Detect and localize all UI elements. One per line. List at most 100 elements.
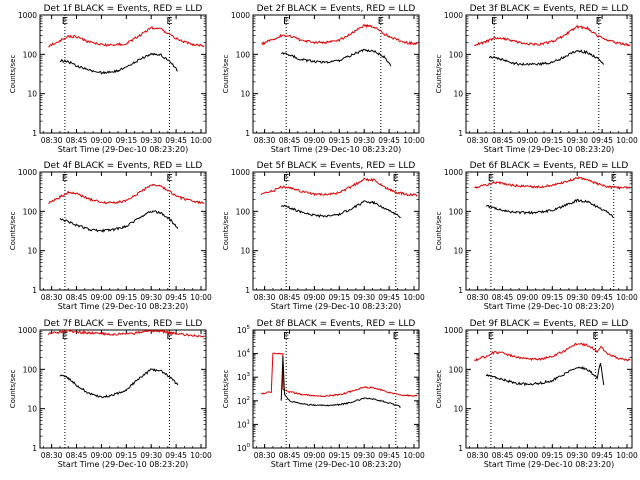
y-axis-label: Counts/sec bbox=[9, 212, 17, 251]
lld-series-line bbox=[48, 26, 205, 48]
y-axis-label: Counts/sec bbox=[9, 55, 17, 94]
x-tick-label: 09:45 bbox=[165, 451, 187, 460]
x-tick-label: 09:00 bbox=[517, 293, 539, 302]
x-tick-label: 09:30 bbox=[140, 451, 162, 460]
panel-8: Det 8f BLACK = Events, RED = LLD 08:30 08:… bbox=[222, 319, 425, 469]
x-tick-label: 10:00 bbox=[403, 136, 425, 145]
events-series-line bbox=[488, 49, 605, 67]
x-tick-label: 08:30 bbox=[41, 451, 63, 460]
x-tick-label: 09:45 bbox=[165, 136, 187, 145]
x-tick-label: 10:00 bbox=[190, 293, 212, 302]
axes-frame bbox=[39, 329, 207, 449]
x-axis-label: Start Time (29-Dec-10 08:23:20) bbox=[58, 145, 189, 154]
panel-4: Det 4f BLACK = Events, RED = LLD 08:30 08:… bbox=[9, 161, 212, 311]
x-tick-label: 10:00 bbox=[403, 293, 425, 302]
lld-series-line bbox=[47, 329, 205, 338]
x-tick-label: 08:30 bbox=[254, 136, 276, 145]
y-tick-label: 101 bbox=[237, 419, 250, 429]
events-series-line bbox=[59, 52, 178, 75]
event-marker-label: E bbox=[592, 331, 598, 342]
events-series-line bbox=[59, 210, 179, 233]
x-tick-label: 09:15 bbox=[329, 293, 351, 302]
chart-title: Det 2f BLACK = Events, RED = LLD bbox=[257, 4, 416, 14]
x-tick-label: 09:15 bbox=[542, 293, 564, 302]
x-tick-label: 09:45 bbox=[165, 293, 187, 302]
y-tick-label: 10 bbox=[240, 247, 250, 256]
x-tick-label: 08:45 bbox=[66, 451, 88, 460]
lld-series-line bbox=[473, 24, 631, 47]
event-marker-label: E bbox=[62, 173, 68, 184]
panel-2: Det 2f BLACK = Events, RED = LLD 08:30 08:… bbox=[222, 4, 425, 154]
x-tick-label: 10:00 bbox=[616, 136, 638, 145]
event-marker-label: E bbox=[283, 173, 289, 184]
x-tick-label: 08:30 bbox=[254, 451, 276, 460]
event-marker-label: E bbox=[166, 331, 172, 342]
lld-series-line bbox=[261, 23, 418, 46]
chart-title: Det 7f BLACK = Events, RED = LLD bbox=[44, 319, 203, 329]
y-tick-label: 100 bbox=[23, 50, 38, 59]
x-tick-label: 10:00 bbox=[616, 451, 638, 460]
panel-6: Det 6f BLACK = Events, RED = LLD 08:30 08:… bbox=[435, 161, 638, 311]
x-tick-label: 08:45 bbox=[66, 136, 88, 145]
y-tick-label: 103 bbox=[237, 372, 251, 382]
events-series-line bbox=[280, 200, 401, 219]
axes-frame bbox=[465, 171, 633, 291]
y-axis-label: Counts/sec bbox=[435, 55, 443, 94]
x-axis-label: Start Time (29-Dec-10 08:23:20) bbox=[271, 145, 402, 154]
y-tick-label: 1000 bbox=[18, 11, 37, 20]
x-tick-label: 09:30 bbox=[140, 293, 162, 302]
x-tick-label: 08:30 bbox=[467, 293, 489, 302]
axes-frame bbox=[252, 14, 420, 134]
x-tick-label: 09:15 bbox=[116, 451, 138, 460]
event-marker-label: E bbox=[393, 331, 399, 342]
lld-series-line bbox=[260, 352, 418, 398]
y-tick-label: 1 bbox=[32, 129, 37, 138]
y-axis-label: Counts/sec bbox=[9, 370, 17, 409]
y-tick-label: 10 bbox=[27, 90, 37, 99]
x-tick-label: 09:15 bbox=[542, 451, 564, 460]
x-tick-label: 09:00 bbox=[304, 136, 326, 145]
x-tick-label: 08:45 bbox=[66, 293, 88, 302]
y-tick-label: 104 bbox=[237, 349, 251, 359]
y-tick-label: 1 bbox=[245, 129, 250, 138]
y-tick-label: 1 bbox=[32, 444, 37, 453]
y-tick-label: 102 bbox=[237, 396, 250, 406]
x-axis-label: Start Time (29-Dec-10 08:23:20) bbox=[58, 302, 189, 311]
y-tick-label: 10 bbox=[453, 405, 463, 414]
x-axis-label: Start Time (29-Dec-10 08:23:20) bbox=[484, 460, 615, 469]
x-tick-label: 09:15 bbox=[329, 451, 351, 460]
x-tick-label: 09:00 bbox=[91, 293, 113, 302]
y-tick-label: 1000 bbox=[444, 11, 463, 20]
axes-frame bbox=[465, 14, 633, 134]
y-tick-label: 100 bbox=[23, 207, 38, 216]
lld-series-line bbox=[474, 176, 631, 190]
y-tick-label: 10 bbox=[240, 90, 250, 99]
event-marker-label: E bbox=[283, 16, 289, 27]
y-tick-label: 1000 bbox=[444, 168, 463, 177]
x-axis-label: Start Time (29-Dec-10 08:23:20) bbox=[484, 145, 615, 154]
y-tick-label: 1 bbox=[32, 286, 37, 295]
x-axis-label: Start Time (29-Dec-10 08:23:20) bbox=[58, 460, 189, 469]
axes-frame bbox=[465, 329, 633, 449]
event-marker-label: E bbox=[611, 173, 617, 184]
x-tick-label: 09:00 bbox=[91, 451, 113, 460]
x-tick-label: 09:45 bbox=[378, 136, 400, 145]
x-tick-label: 09:15 bbox=[116, 136, 138, 145]
x-tick-label: 08:30 bbox=[254, 293, 276, 302]
event-marker-label: E bbox=[166, 173, 172, 184]
y-axis-label: Counts/sec bbox=[435, 212, 443, 251]
x-axis-label: Start Time (29-Dec-10 08:23:20) bbox=[484, 302, 615, 311]
x-tick-label: 09:00 bbox=[517, 451, 539, 460]
x-axis-label: Start Time (29-Dec-10 08:23:20) bbox=[271, 460, 402, 469]
x-tick-label: 09:00 bbox=[91, 136, 113, 145]
y-tick-label: 1000 bbox=[231, 168, 250, 177]
chart-title: Det 6f BLACK = Events, RED = LLD bbox=[470, 161, 629, 171]
x-tick-label: 08:30 bbox=[41, 136, 63, 145]
axes-frame bbox=[39, 14, 207, 134]
y-tick-label: 100 bbox=[236, 50, 251, 59]
panel-1: Det 1f BLACK = Events, RED = LLD 08:30 08:… bbox=[9, 4, 212, 154]
x-tick-label: 08:45 bbox=[279, 451, 301, 460]
panel-9: Det 9f BLACK = Events, RED = LLD 08:30 08:… bbox=[435, 319, 638, 469]
x-axis-label: Start Time (29-Dec-10 08:23:20) bbox=[271, 302, 402, 311]
